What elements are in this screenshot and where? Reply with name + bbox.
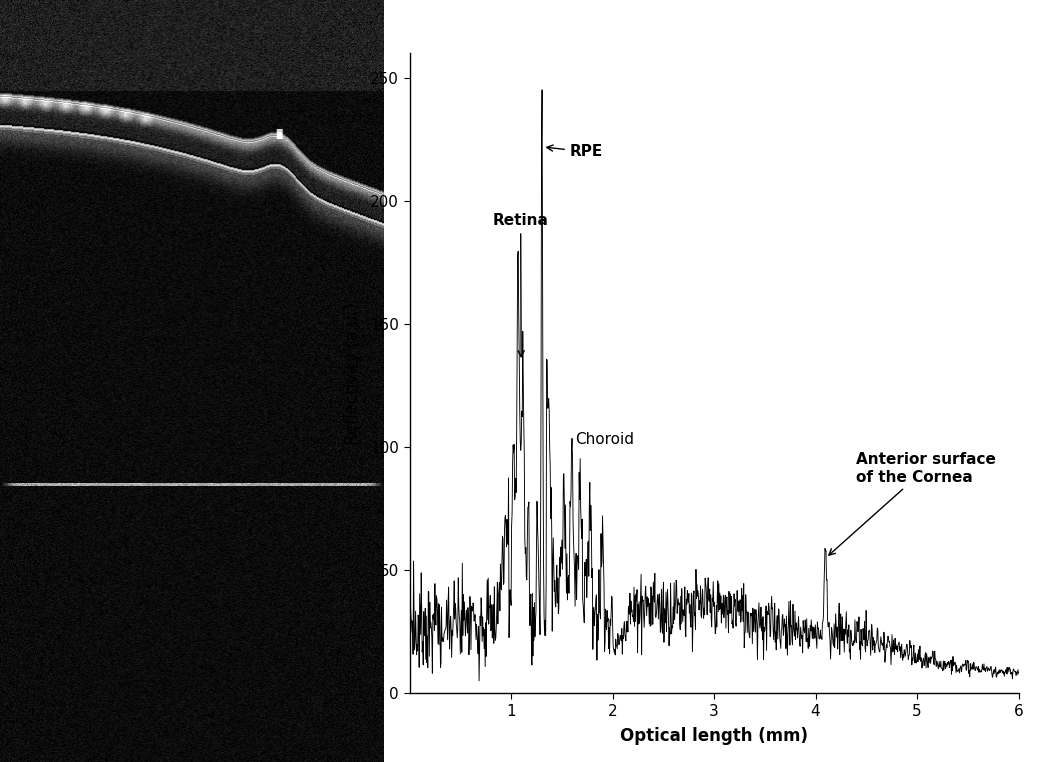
Text: Choroid: Choroid [575, 432, 634, 447]
Y-axis label: Reflectivity (a.u.): Reflectivity (a.u.) [344, 303, 362, 444]
Text: Anterior surface
of the Cornea: Anterior surface of the Cornea [828, 452, 996, 555]
X-axis label: Optical length (mm): Optical length (mm) [620, 727, 808, 745]
Text: Retina: Retina [492, 213, 548, 357]
Text: RPE: RPE [547, 144, 603, 159]
